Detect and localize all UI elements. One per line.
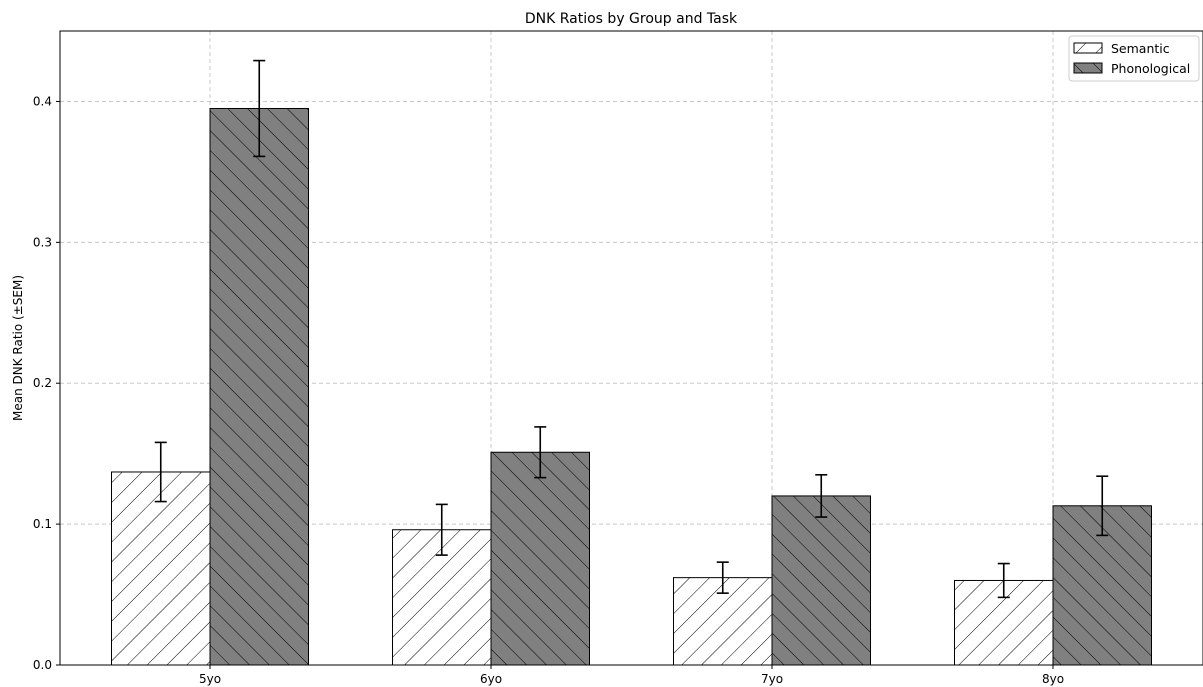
y-tick-label: 0.2: [33, 376, 52, 390]
x-tick-label: 6yo: [480, 672, 502, 686]
x-tick-label: 5yo: [199, 672, 221, 686]
bars: [111, 107, 1152, 666]
y-tick-label: 0.4: [33, 94, 52, 108]
x-tick-label: 7yo: [761, 672, 783, 686]
legend-swatch-phonological: [1073, 62, 1103, 74]
y-tick-label: 0.0: [33, 658, 52, 672]
legend: Semantic Phonological: [1068, 35, 1200, 82]
plot-frame: [59, 30, 1203, 666]
x-axis-ticks: 5yo 6yo 7yo 8yo: [199, 665, 1064, 686]
bar-phonological: [209, 107, 309, 666]
x-tick-label: 8yo: [1042, 672, 1064, 686]
chart-title: DNK Ratios by Group and Task: [525, 11, 738, 27]
y-axis-ticks: 0.0 0.1 0.2 0.3 0.4: [33, 94, 60, 672]
bar-phonological: [490, 451, 590, 666]
error-bars: [154, 59, 1109, 599]
y-tick-label: 0.1: [33, 517, 52, 531]
y-tick-label: 0.3: [33, 235, 52, 249]
y-axis-label: Mean DNK Ratio (±SEM): [11, 275, 25, 421]
legend-label-semantic: Semantic: [1111, 41, 1170, 56]
legend-label-phonological: Phonological: [1111, 61, 1190, 76]
bar-phonological: [771, 495, 871, 666]
legend-swatch-semantic: [1073, 42, 1103, 54]
